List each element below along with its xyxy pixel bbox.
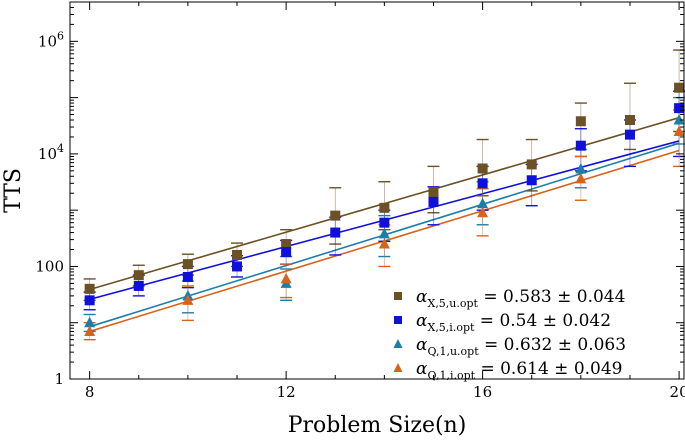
data-point-square [624,115,635,126]
data-point-square [330,210,341,221]
x-axis-label: Problem Size(n) [288,413,467,438]
legend-entry: αQ,1,i.opt = 0.614 ± 0.049 [416,359,623,382]
data-point-triangle [673,114,685,125]
legend-entry: αX,5,i.opt = 0.54 ± 0.042 [416,311,611,334]
plot-frame [69,1,685,380]
data-point-triangle [575,172,587,184]
y-tick-label: 100 [35,257,64,275]
data-point-square [526,175,537,186]
data-point-triangle [84,325,96,336]
data-point-square [182,259,193,270]
x-tick-label: 20 [670,383,685,401]
data-points [84,82,685,336]
legend-marker [394,292,402,300]
legend-entry: αQ,1,u.opt = 0.632 ± 0.063 [416,335,626,358]
data-point-square [133,270,144,281]
data-point-square [575,140,586,151]
data-point-square [428,196,439,207]
data-point-square [428,187,439,198]
data-point-square [624,129,635,140]
data-point-square [674,103,685,114]
data-point-square [379,217,390,228]
y-axis-label: TTS [1,168,26,213]
data-point-square [330,227,341,238]
data-point-square [182,271,193,282]
data-point-triangle [378,227,390,239]
data-point-square [379,202,390,213]
data-point-triangle [84,316,96,328]
data-point-triangle [280,272,292,284]
axis-ticks: 8 12 16 20 1 100 104 106 [35,1,685,401]
y-tick-label: 106 [38,29,64,50]
data-point-square [281,247,292,258]
data-point-square [477,163,488,174]
data-point-triangle [378,238,390,249]
data-point-triangle [477,206,489,218]
data-point-triangle [575,162,587,174]
data-point-triangle [477,197,489,209]
data-point-square [232,261,243,272]
x-tick-label: 8 [85,383,95,401]
y-tick-label: 104 [38,142,64,163]
data-point-triangle [182,294,194,305]
data-point-square [232,249,243,260]
data-point-square [526,159,537,170]
legend-marker [393,363,403,372]
data-point-triangle [673,125,685,136]
data-point-square [133,280,144,291]
data-point-square [84,283,95,294]
legend-marker [393,339,403,348]
legend-entry: αX,5,u.opt = 0.583 ± 0.044 [416,287,625,310]
data-point-square [84,295,95,306]
data-point-square [674,82,685,93]
y-tick-label: 1 [54,370,64,388]
x-tick-label: 12 [277,383,296,401]
legend-marker [394,316,402,324]
data-point-square [281,239,292,250]
data-point-square [477,178,488,189]
data-point-square [575,116,586,127]
x-tick-label: 16 [473,383,492,401]
